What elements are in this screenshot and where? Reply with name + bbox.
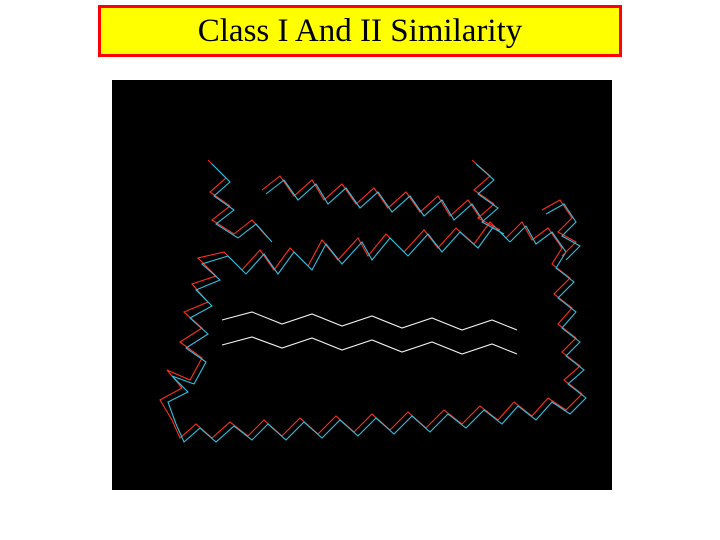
structure-overlay-figure — [112, 80, 612, 490]
page-title: Class I And II Similarity — [198, 13, 523, 50]
title-box: Class I And II Similarity — [98, 5, 622, 57]
backbone-trace-diagram — [112, 80, 612, 490]
slide: Class I And II Similarity — [0, 0, 720, 540]
